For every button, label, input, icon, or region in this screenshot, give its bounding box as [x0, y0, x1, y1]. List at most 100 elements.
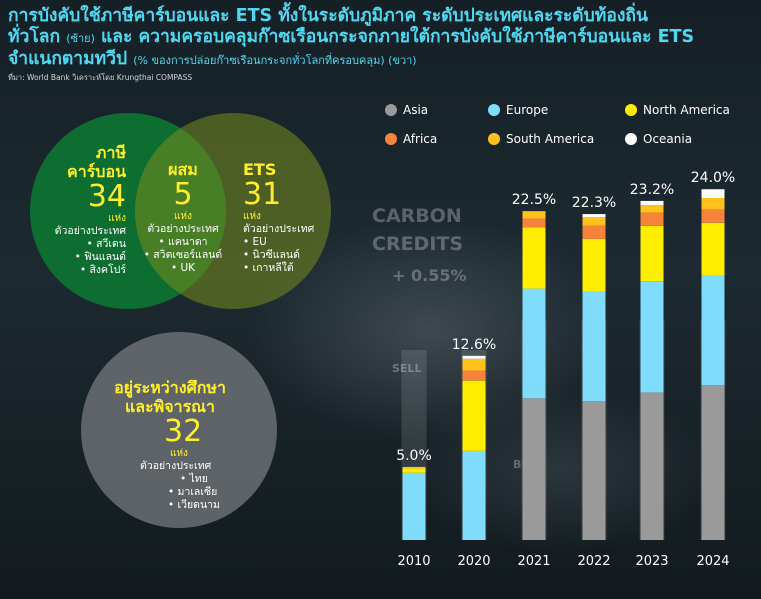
bar-segment-south-america [640, 205, 664, 213]
bar-segment-europe [582, 291, 606, 402]
legend-swatch [385, 133, 397, 145]
ets-count: 31 [243, 177, 282, 212]
title-line-2: ทั่วโลก (ซ้าย) และ ความครอบคลุมก๊าซเรือน… [8, 27, 753, 49]
bg-text-carbon: CARBON [372, 205, 462, 227]
bg-text-credits: CREDITS [372, 233, 464, 255]
carbon-tax-label-1: ภาษี [95, 143, 126, 162]
bg-text-sell: SELL [392, 362, 421, 375]
bar-segment-south-america [462, 358, 486, 371]
bar-segment-south-america [582, 217, 606, 226]
bar-segment-asia [640, 392, 664, 540]
mixed-count: 5 [173, 177, 193, 212]
bar-segment-north-america [402, 468, 426, 473]
bar-total-label: 22.5% [512, 192, 556, 208]
carbon-tax-example: • สิงคโปร์ [79, 264, 126, 276]
ets-circle [135, 113, 331, 309]
legend-swatch [625, 133, 637, 145]
bar-segment-africa [462, 370, 486, 381]
bg-text-change: + 0.55% [392, 266, 467, 285]
legend-swatch [488, 104, 500, 116]
under-study-example: • มาเลเซีย [168, 486, 218, 498]
bar-segment-north-america [462, 380, 486, 451]
bar-segment-africa [701, 209, 725, 223]
source-note: ที่มา: World Bank วิเคราะห์โดย Krungthai… [8, 73, 193, 82]
bar-total-label: 24.0% [691, 170, 735, 186]
bar-segment-south-america [402, 466, 426, 469]
title-line-2-main: ทั่วโลก [8, 27, 61, 47]
bar-segment-africa [522, 218, 546, 228]
bar-segment-north-america [582, 238, 606, 292]
carbon-tax-examples-title: ตัวอย่างประเทศ [54, 225, 126, 237]
mixed-unit: แห่ง [174, 211, 192, 222]
mixed-example: • แคนาดา [158, 236, 208, 248]
bar-total-label: 22.3% [572, 195, 616, 211]
bar-segment-asia [522, 398, 546, 540]
bar-segment-north-america [701, 222, 725, 276]
carbon-tax-example: • ฟินแลนด์ [74, 251, 126, 263]
legend-label: Asia [403, 103, 429, 117]
carbon-tax-count: 34 [87, 179, 126, 214]
carbon-tax-unit: แห่ง [108, 213, 126, 224]
bar-segment-africa [582, 225, 606, 239]
bar-segment-north-america [640, 225, 664, 282]
bar-segment-asia [582, 401, 606, 540]
bar-segment-europe [462, 450, 486, 540]
bar-segment-oceania [582, 214, 606, 217]
ets-examples-title: ตัวอย่างประเทศ [243, 223, 315, 235]
bar-total-label: 5.0% [396, 448, 432, 464]
ets-block: ETS 31 แห่ง ตัวอย่างประเทศ • EU • นิวซีแ… [243, 160, 333, 275]
legend-label: Oceania [643, 132, 693, 146]
under-study-example: • ไทย [180, 473, 208, 485]
legend-swatch [488, 133, 500, 145]
legend-swatch [625, 104, 637, 116]
legend-item: North America [625, 103, 730, 117]
ets-example: • EU [243, 236, 267, 248]
under-study-block: อยู่ระหว่างศึกษา และพิจารณา 32 แห่ง ตัวอ… [100, 378, 240, 512]
title-line-3-main: จำแนกตามทวีป [8, 49, 128, 69]
bar-total-label: 23.2% [630, 182, 674, 198]
title-line-2-note: (ซ้าย) [66, 32, 95, 45]
ets-unit: แห่ง [243, 211, 261, 222]
under-study-count: 32 [164, 414, 203, 449]
bar-segment-europe [640, 281, 664, 393]
title-line-2-rest: และ ความครอบคลุมก๊าซเรือนกระจกภายใต้การบ… [100, 27, 695, 47]
mixed-example: • สวิตเซอร์แลนด์ [143, 249, 223, 261]
legend-label: North America [643, 103, 730, 117]
bar-segment-south-america [701, 198, 725, 210]
title-line-1: การบังคับใช้ภาษีคาร์บอนและ ETS ทั้งในระด… [8, 6, 648, 26]
bar-segment-europe [402, 472, 426, 540]
bar-segment-africa [640, 212, 664, 226]
x-tick-label: 2021 [517, 554, 550, 569]
under-study-label-1: อยู่ระหว่างศึกษา [114, 378, 226, 397]
bar-segment-north-america [522, 227, 546, 289]
carbon-tax-label-2: คาร์บอน [67, 162, 126, 181]
bar-segment-south-america [522, 211, 546, 219]
legend-item: Asia [385, 103, 428, 117]
under-study-example: • เวียดนาม [168, 499, 220, 511]
legend-label: Europe [506, 103, 549, 117]
under-study-circle [81, 332, 277, 528]
title-block: การบังคับใช้ภาษีคาร์บอนและ ETS ทั้งในระด… [8, 6, 753, 84]
ets-example: • นิวซีแลนด์ [243, 249, 300, 261]
bar-segment-europe [701, 275, 725, 386]
under-study-label-2: และพิจารณา [124, 397, 216, 416]
x-tick-label: 2024 [696, 554, 729, 569]
mixed-examples-title: ตัวอย่างประเทศ [147, 223, 219, 235]
legend-item: Africa [385, 132, 437, 146]
legend-item: South America [488, 132, 594, 146]
legend-label: Africa [403, 132, 438, 146]
title-line-3-note: (% ของการปล่อยก๊าซเรือนกระจกทั่วโลกที่คร… [133, 54, 417, 67]
legend-item: Oceania [625, 132, 692, 146]
x-tick-label: 2022 [577, 554, 610, 569]
mixed-label: ผสม [168, 160, 198, 179]
legend-item: Europe [488, 103, 548, 117]
bar-segment-europe [522, 288, 546, 399]
bar-segment-asia [701, 385, 725, 540]
under-study-unit: แห่ง [170, 448, 188, 459]
x-tick-label: 2010 [397, 554, 430, 569]
bar-segment-oceania [701, 189, 725, 198]
ets-label: ETS [243, 160, 277, 179]
x-tick-label: 2020 [457, 554, 490, 569]
bar-segment-oceania [462, 355, 486, 359]
